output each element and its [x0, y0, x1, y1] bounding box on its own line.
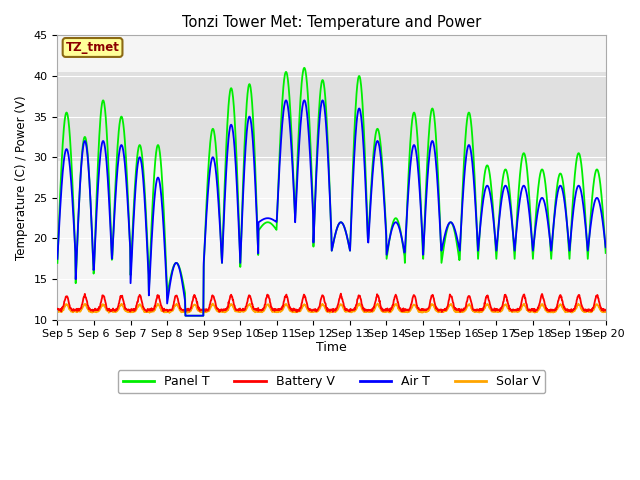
- Line: Battery V: Battery V: [58, 294, 605, 312]
- Panel T: [300, 65, 308, 71]
- Air T: [237, 241, 245, 247]
- Air T: [417, 214, 425, 220]
- Air T: [489, 212, 497, 217]
- Battery V: [237, 307, 244, 312]
- Battery V: [489, 308, 497, 313]
- Panel T: [602, 250, 609, 256]
- Solar V: [237, 309, 245, 314]
- Panel T: [237, 240, 245, 246]
- Panel T: [489, 204, 497, 210]
- Battery V: [337, 291, 345, 297]
- Solar V: [54, 309, 61, 314]
- Air T: [602, 244, 609, 250]
- Line: Panel T: Panel T: [58, 68, 605, 316]
- Air T: [54, 256, 61, 262]
- X-axis label: Time: Time: [316, 341, 347, 354]
- Panel T: [162, 260, 170, 265]
- Air T: [538, 195, 545, 201]
- Air T: [182, 313, 189, 319]
- Bar: [58, 72, 605, 161]
- Solar V: [162, 310, 170, 315]
- Battery V: [438, 309, 445, 315]
- Panel T: [538, 168, 545, 173]
- Battery V: [538, 293, 545, 299]
- Air T: [175, 265, 183, 271]
- Solar V: [538, 302, 545, 308]
- Solar V: [356, 300, 364, 306]
- Text: TZ_tmet: TZ_tmet: [66, 41, 120, 54]
- Air T: [162, 269, 170, 275]
- Solar V: [417, 310, 425, 315]
- Panel T: [417, 212, 425, 217]
- Solar V: [176, 308, 184, 313]
- Legend: Panel T, Battery V, Air T, Solar V: Panel T, Battery V, Air T, Solar V: [118, 370, 545, 393]
- Panel T: [54, 260, 61, 266]
- Battery V: [54, 306, 61, 312]
- Panel T: [175, 264, 183, 270]
- Line: Air T: Air T: [58, 100, 605, 316]
- Line: Solar V: Solar V: [58, 303, 605, 313]
- Solar V: [166, 310, 173, 316]
- Battery V: [175, 302, 183, 308]
- Title: Tonzi Tower Met: Temperature and Power: Tonzi Tower Met: Temperature and Power: [182, 15, 481, 30]
- Battery V: [417, 308, 425, 313]
- Y-axis label: Temperature (C) / Power (V): Temperature (C) / Power (V): [15, 95, 28, 260]
- Solar V: [602, 309, 609, 314]
- Battery V: [602, 307, 609, 313]
- Panel T: [182, 313, 189, 319]
- Battery V: [162, 307, 170, 312]
- Air T: [282, 97, 290, 103]
- Solar V: [489, 309, 497, 314]
